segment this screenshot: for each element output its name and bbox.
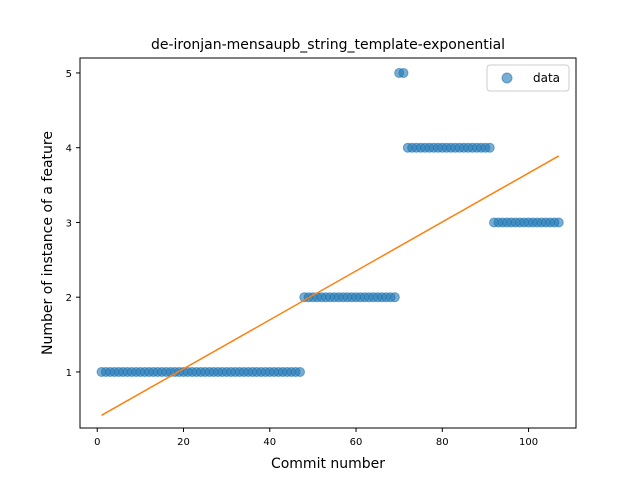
- x-tick-label: 100: [519, 437, 538, 448]
- data-point: [484, 142, 495, 153]
- data-point: [294, 366, 305, 377]
- axes-frame: [79, 57, 577, 429]
- y-axis-label: Number of instance of a feature: [40, 131, 56, 355]
- x-axis: 0 20 40 60 80 100: [94, 428, 538, 448]
- y-tick-label: 3: [66, 218, 72, 229]
- y-axis: 1 2 3 4 5: [66, 69, 80, 379]
- data-point: [553, 217, 564, 228]
- y-tick-label: 2: [66, 293, 72, 304]
- y-tick-label: 1: [66, 368, 72, 379]
- y-tick-label: 5: [66, 69, 72, 80]
- legend-box: [486, 64, 570, 92]
- legend-label: data: [533, 71, 560, 85]
- x-tick-label: 60: [350, 437, 363, 448]
- data-point: [389, 292, 400, 303]
- x-tick-label: 80: [436, 437, 449, 448]
- data-point: [398, 67, 409, 78]
- legend: data: [486, 64, 570, 92]
- x-axis-label: Commit number: [271, 456, 385, 472]
- x-tick-label: 0: [94, 437, 100, 448]
- x-tick-label: 20: [177, 437, 190, 448]
- chart-title: de-ironjan-mensaupb_string_template-expo…: [151, 37, 505, 53]
- y-tick-label: 4: [66, 144, 72, 155]
- legend-marker: [501, 72, 513, 84]
- plot-area: [96, 67, 564, 416]
- trend-line: [101, 155, 560, 416]
- x-tick-label: 40: [263, 437, 276, 448]
